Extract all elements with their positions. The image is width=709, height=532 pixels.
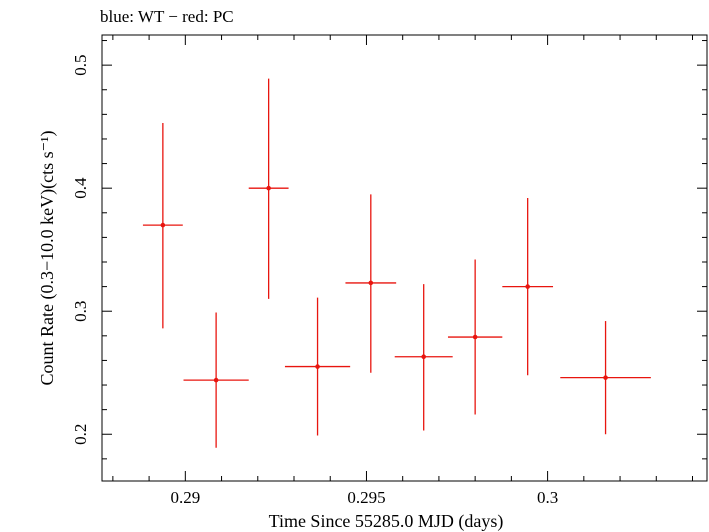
x-axis-label: Time Since 55285.0 MJD (days) [269,511,504,532]
data-point-group [284,297,351,436]
y-tick-label: 0.4 [71,177,90,199]
y-axis-label: Count Rate (0.3−10.0 keV)(cts s⁻¹) [37,130,58,385]
data-point-group [183,312,249,448]
data-point [603,375,608,380]
data-point [213,377,219,383]
data-point-group [142,122,183,329]
y-tick-label: 0.5 [71,55,90,76]
data-point-group [560,321,651,435]
data-point [315,364,320,369]
axis-ticks: 0.29 0.295 0.3 0.2 0.3 0.4 0.5 [71,35,707,507]
x-tick-label: 0.3 [537,488,558,507]
data-point [472,334,478,340]
data-point [421,354,427,360]
y-tick-label: 0.2 [71,424,90,445]
y-tick-label: 0.3 [71,301,90,322]
data-point [266,185,271,191]
plot-frame [101,34,708,482]
data-point [525,284,530,289]
data-point-group [345,194,397,373]
data-point-group [248,78,289,299]
data-layer [142,78,651,448]
data-point [368,280,374,286]
data-point-group [394,284,453,431]
data-point-group [502,198,554,376]
x-tick-label: 0.295 [347,488,385,507]
x-tick-label: 0.29 [170,488,200,507]
data-point-group [447,259,503,415]
chart-title: blue: WT − red: PC [100,7,234,26]
data-point [160,222,166,228]
